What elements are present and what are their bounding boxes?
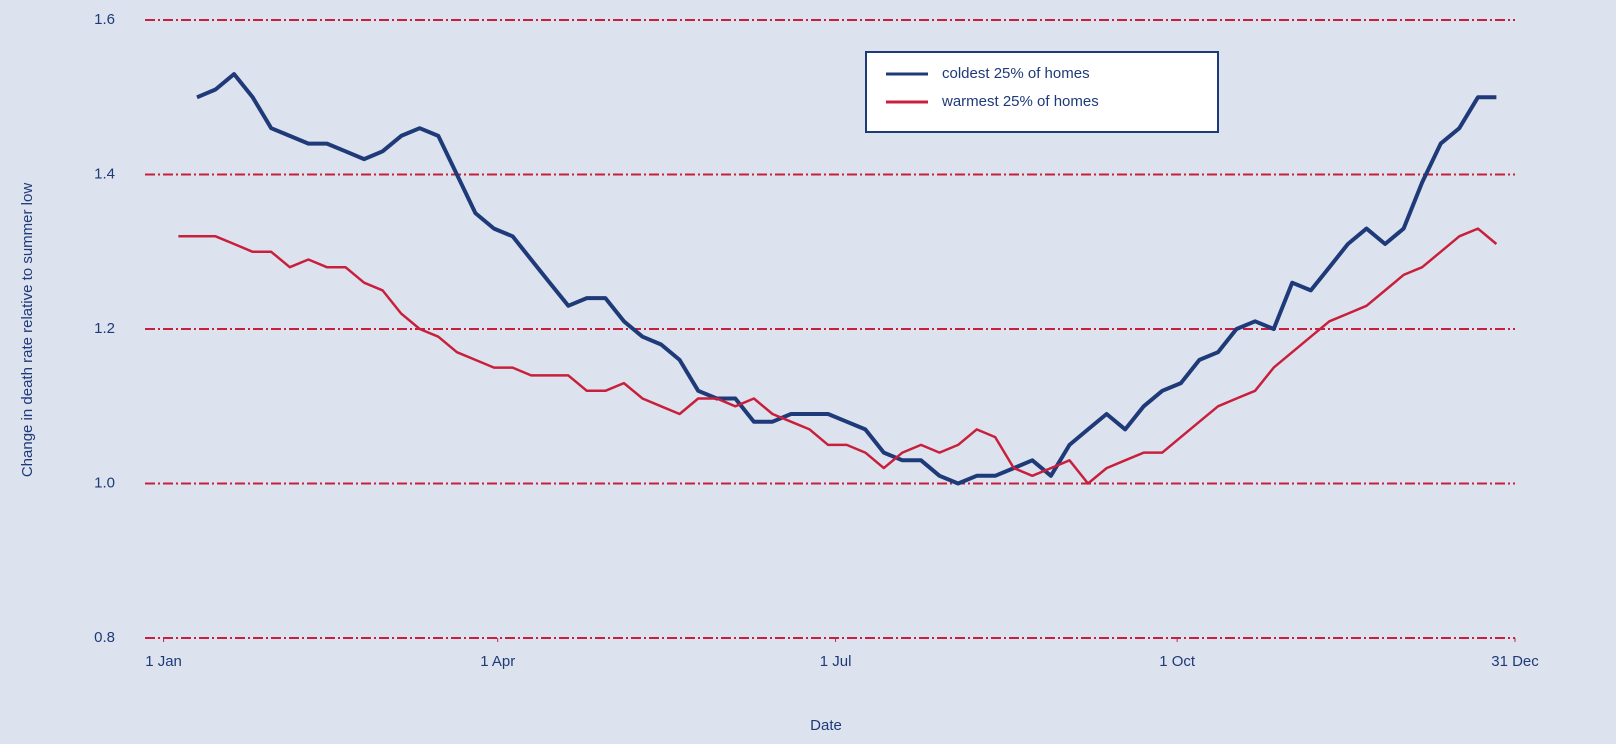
y-tick-label: 1.6 xyxy=(94,11,115,28)
line-series xyxy=(178,227,1498,485)
x-tick-label: 1 Oct xyxy=(1159,653,1196,670)
legend-box xyxy=(865,51,1219,133)
y-tick-label: 0.8 xyxy=(94,629,115,646)
y-tick-label: 1.0 xyxy=(94,474,115,491)
x-tick-label: 1 Jan xyxy=(145,653,182,670)
legend-label: coldest 25% of homes xyxy=(942,65,1090,82)
x-axis-label: Date xyxy=(810,717,842,734)
line-series xyxy=(196,72,1497,486)
legend-label: warmest 25% of homes xyxy=(941,93,1099,110)
x-tick-label: 1 Apr xyxy=(480,653,515,670)
y-tick-label: 1.4 xyxy=(94,165,115,182)
x-tick-label: 31 Dec xyxy=(1491,653,1539,670)
y-tick-label: 1.2 xyxy=(94,320,115,337)
x-tick-label: 1 Jul xyxy=(820,653,852,670)
y-axis-label: Change in death rate relative to summer … xyxy=(19,183,36,477)
